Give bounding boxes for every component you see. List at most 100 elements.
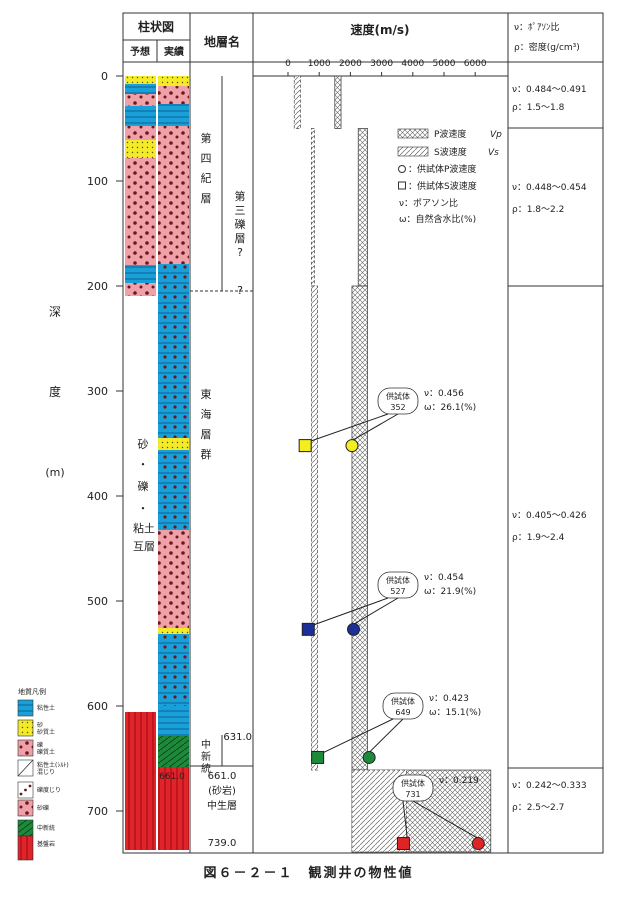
sample-label-bubble bbox=[377, 571, 419, 599]
velocity-tick-label: 2000 bbox=[339, 59, 362, 69]
velocity-tick-label: 0 bbox=[285, 59, 291, 69]
sample-label-text: 供試体 bbox=[391, 696, 415, 706]
sample-arrow-p bbox=[351, 413, 399, 442]
sample-square-marker bbox=[396, 837, 410, 851]
rock-legend-label: 粘性土(ｼﾙﾄ)混じり bbox=[37, 761, 69, 776]
s-wave-segment bbox=[311, 285, 318, 771]
depth-tick-label: 400 bbox=[87, 490, 108, 503]
rock-legend-dot bbox=[28, 784, 32, 788]
velocity-tick-label: 6000 bbox=[464, 59, 487, 69]
legend-circle-icon bbox=[398, 165, 406, 173]
strata-mesozoic: 中生層 bbox=[207, 799, 237, 812]
velocity-tick-label: 5000 bbox=[433, 59, 456, 69]
depth-label-3: (m) bbox=[45, 466, 64, 479]
prop-box-1-rho: ρ：1.5～1.8 bbox=[512, 103, 565, 113]
rock-legend-label: 粘性土 bbox=[37, 704, 55, 712]
sample-id: 527 bbox=[390, 587, 405, 596]
depth-tick-label: 500 bbox=[87, 595, 108, 608]
predicted-column bbox=[125, 76, 156, 850]
p-wave-segment bbox=[351, 285, 368, 771]
rock-legend-swatch-clay bbox=[17, 699, 34, 717]
sample-label-bubble bbox=[377, 387, 419, 415]
sample-id: 731 bbox=[405, 790, 420, 799]
velocity-tick-label: 1000 bbox=[308, 59, 331, 69]
actual-column bbox=[158, 76, 189, 850]
sample-arrow-s bbox=[402, 800, 408, 840]
prop-box-4-nu: ν：0.242～0.333 bbox=[512, 781, 587, 791]
depth-tick-label: 100 bbox=[87, 175, 108, 188]
rock-legend-label: 礫礫質土 bbox=[37, 741, 55, 756]
sample-omega: ω：21.9(%) bbox=[424, 587, 476, 597]
sample-arrow-s bbox=[321, 718, 394, 754]
header-actual: 実績 bbox=[164, 45, 184, 58]
sample-nu: ν：0.454 bbox=[424, 573, 464, 583]
legend-s-sym: Vs bbox=[488, 148, 499, 158]
sample-omega: ω：26.1(%) bbox=[424, 403, 476, 413]
prop-box-2-nu: ν：0.448～0.454 bbox=[512, 183, 587, 193]
header-velocity: 速度(m/s) bbox=[351, 22, 410, 37]
strata-quaternary: 第四紀層 bbox=[201, 131, 212, 205]
strata-third-gravel: 第三礫層? bbox=[235, 189, 246, 259]
strata-bottom-depth: 739.0 bbox=[208, 838, 237, 849]
sample-square-marker bbox=[298, 439, 312, 453]
sample-circle-marker bbox=[362, 750, 376, 764]
sample-nu: ν：0.423 bbox=[429, 694, 469, 704]
sample-label-text: 供試体 bbox=[401, 778, 425, 788]
rock-legend-swatch-miocene bbox=[17, 819, 34, 837]
rock-legend-label: 中新統 bbox=[37, 824, 55, 832]
prop-box-2-rho: ρ：1.8～2.2 bbox=[512, 205, 564, 215]
rock-legend-label: 基盤岩 bbox=[37, 840, 55, 848]
sample-id: 352 bbox=[390, 403, 405, 412]
depth-tick-label: 0 bbox=[101, 70, 108, 83]
sample-arrow-s bbox=[308, 413, 389, 443]
legend-s-wave: S波速度 bbox=[434, 146, 467, 158]
sample-label-bubble bbox=[392, 774, 434, 802]
header-predicted: 予想 bbox=[130, 45, 150, 58]
velocity-legend: P波速度 Vp S波速度 Vs ：供試体P波速度 ：供試体S波速度 ν：ポアソン… bbox=[397, 128, 502, 225]
header-density: ρ：密度(g/cm³) bbox=[514, 41, 580, 53]
legend-s-swatch bbox=[397, 146, 429, 157]
depth-label-1: 深 bbox=[49, 305, 61, 319]
legend-sample-p: ：供試体P波速度 bbox=[408, 163, 476, 175]
velocity-tick-label: 3000 bbox=[370, 59, 393, 69]
p-wave-segment bbox=[334, 75, 342, 129]
prop-box-4-rho: ρ：2.5～2.7 bbox=[512, 803, 564, 813]
header-poisson: ν：ﾎﾟｱｿﾝ比 bbox=[514, 21, 560, 33]
legend-square-icon bbox=[398, 181, 406, 190]
rock-legend-silt-line bbox=[17, 759, 34, 777]
figure-caption: 図６－２－１ 観測井の物性値 bbox=[203, 866, 414, 881]
prop-box-3-nu: ν：0.405～0.426 bbox=[512, 511, 587, 521]
sample-arrow-p bbox=[368, 718, 404, 753]
rock-legend-swatch-sand bbox=[17, 719, 34, 737]
sample-arrow-p bbox=[412, 800, 479, 839]
depth-label-2: 度 bbox=[49, 384, 61, 399]
sample-nu: ν：0.456 bbox=[424, 389, 464, 399]
strata-question: ? bbox=[237, 284, 243, 297]
sample-circle-marker bbox=[345, 439, 359, 453]
s-wave-segment bbox=[311, 128, 315, 287]
legend-p-sym: Vp bbox=[490, 130, 502, 140]
legend-p-wave: P波速度 bbox=[434, 128, 466, 140]
sample-arrow-s bbox=[312, 597, 389, 626]
rock-legend-dot bbox=[19, 792, 23, 796]
rock-legend-swatch-basement bbox=[17, 835, 34, 861]
strata-tokai: 東海層群 bbox=[201, 388, 212, 461]
sample-circle-marker bbox=[471, 837, 485, 851]
strata-chushinto: 中新統 bbox=[201, 738, 211, 775]
sample-nu: ν：0.219 bbox=[439, 776, 479, 786]
strata-sandstone-depth-col: 661.0 bbox=[159, 772, 185, 782]
sample-circle-marker bbox=[347, 622, 361, 636]
sample-square-marker bbox=[311, 750, 325, 764]
sample-arrow-p bbox=[353, 597, 399, 625]
rock-legend-dot bbox=[24, 788, 27, 792]
strata-sandstone-depth: 661.0 bbox=[208, 771, 237, 782]
strata-chushinto-depth: 631.0 bbox=[223, 732, 252, 743]
s-wave-segment bbox=[293, 75, 301, 129]
velocity-tick-label: 4000 bbox=[401, 59, 424, 69]
sample-omega: ω：15.1(%) bbox=[429, 708, 481, 718]
depth-tick-label: 300 bbox=[87, 385, 108, 398]
sample-markers: 供試体 352 ν：0.456 ω：26.1(%) 供試体 527 ν：0.454 ω：21.… bbox=[298, 387, 485, 851]
legend-sample-s: ：供試体S波速度 bbox=[408, 180, 477, 192]
